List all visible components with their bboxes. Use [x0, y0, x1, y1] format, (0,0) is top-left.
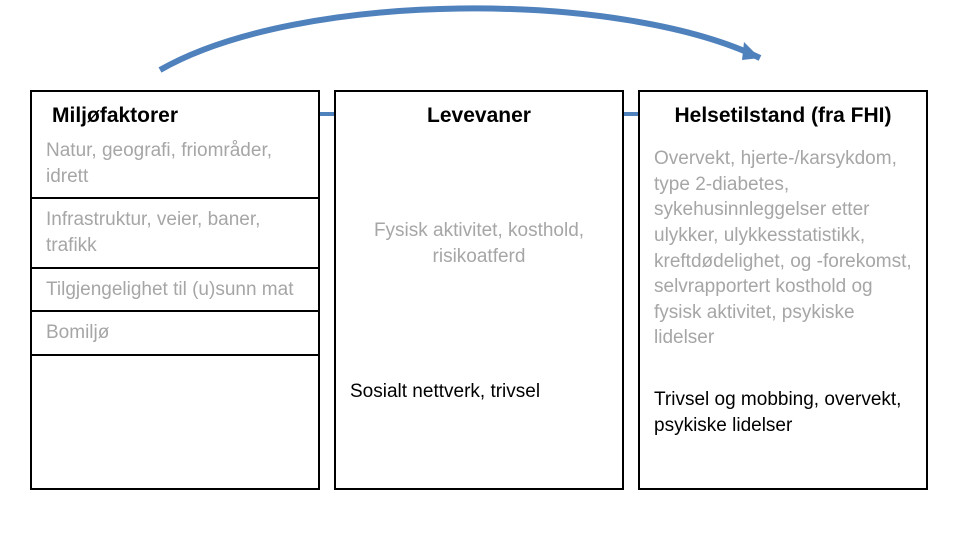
col-miljofaktorer: Miljøfaktorer Natur, geografi, friområde… — [30, 90, 320, 490]
col1-item-0: Natur, geografi, friområder, idrett — [46, 138, 304, 189]
col1-div-1 — [32, 267, 318, 269]
col1-item-2: Tilgjengelighet til (u)sunn mat — [46, 277, 304, 303]
col-helsetilstand: Helsetilstand (fra FHI) Overvekt, hjerte… — [638, 90, 928, 490]
col1-div-0 — [32, 197, 318, 199]
col1-div-3 — [32, 354, 318, 356]
arc-path — [160, 8, 760, 70]
col2-header: Levevaner — [350, 104, 608, 128]
col1-header: Miljøfaktorer — [46, 104, 304, 128]
col-levevaner: Levevaner Fysisk aktivitet, kosthold, ri… — [334, 90, 624, 490]
col3-body1: Overvekt, hjerte-/karsykdom, type 2-diab… — [654, 146, 912, 351]
top-arc-arrow — [0, 0, 960, 90]
col2-body1: Fysisk aktivitet, kosthold, risikoatferd — [350, 218, 608, 269]
col1-item-1: Infrastruktur, veier, baner, trafikk — [46, 207, 304, 258]
col3-body2: Trivsel og mobbing, overvekt, psykiske l… — [654, 387, 912, 438]
columns-container: Miljøfaktorer Natur, geografi, friområde… — [30, 90, 930, 490]
col1-div-2 — [32, 310, 318, 312]
arc-arrowhead — [742, 42, 760, 60]
col1-item-3: Bomiljø — [46, 320, 304, 346]
col2-body2: Sosialt nettverk, trivsel — [350, 379, 608, 405]
col3-header: Helsetilstand (fra FHI) — [654, 104, 912, 128]
